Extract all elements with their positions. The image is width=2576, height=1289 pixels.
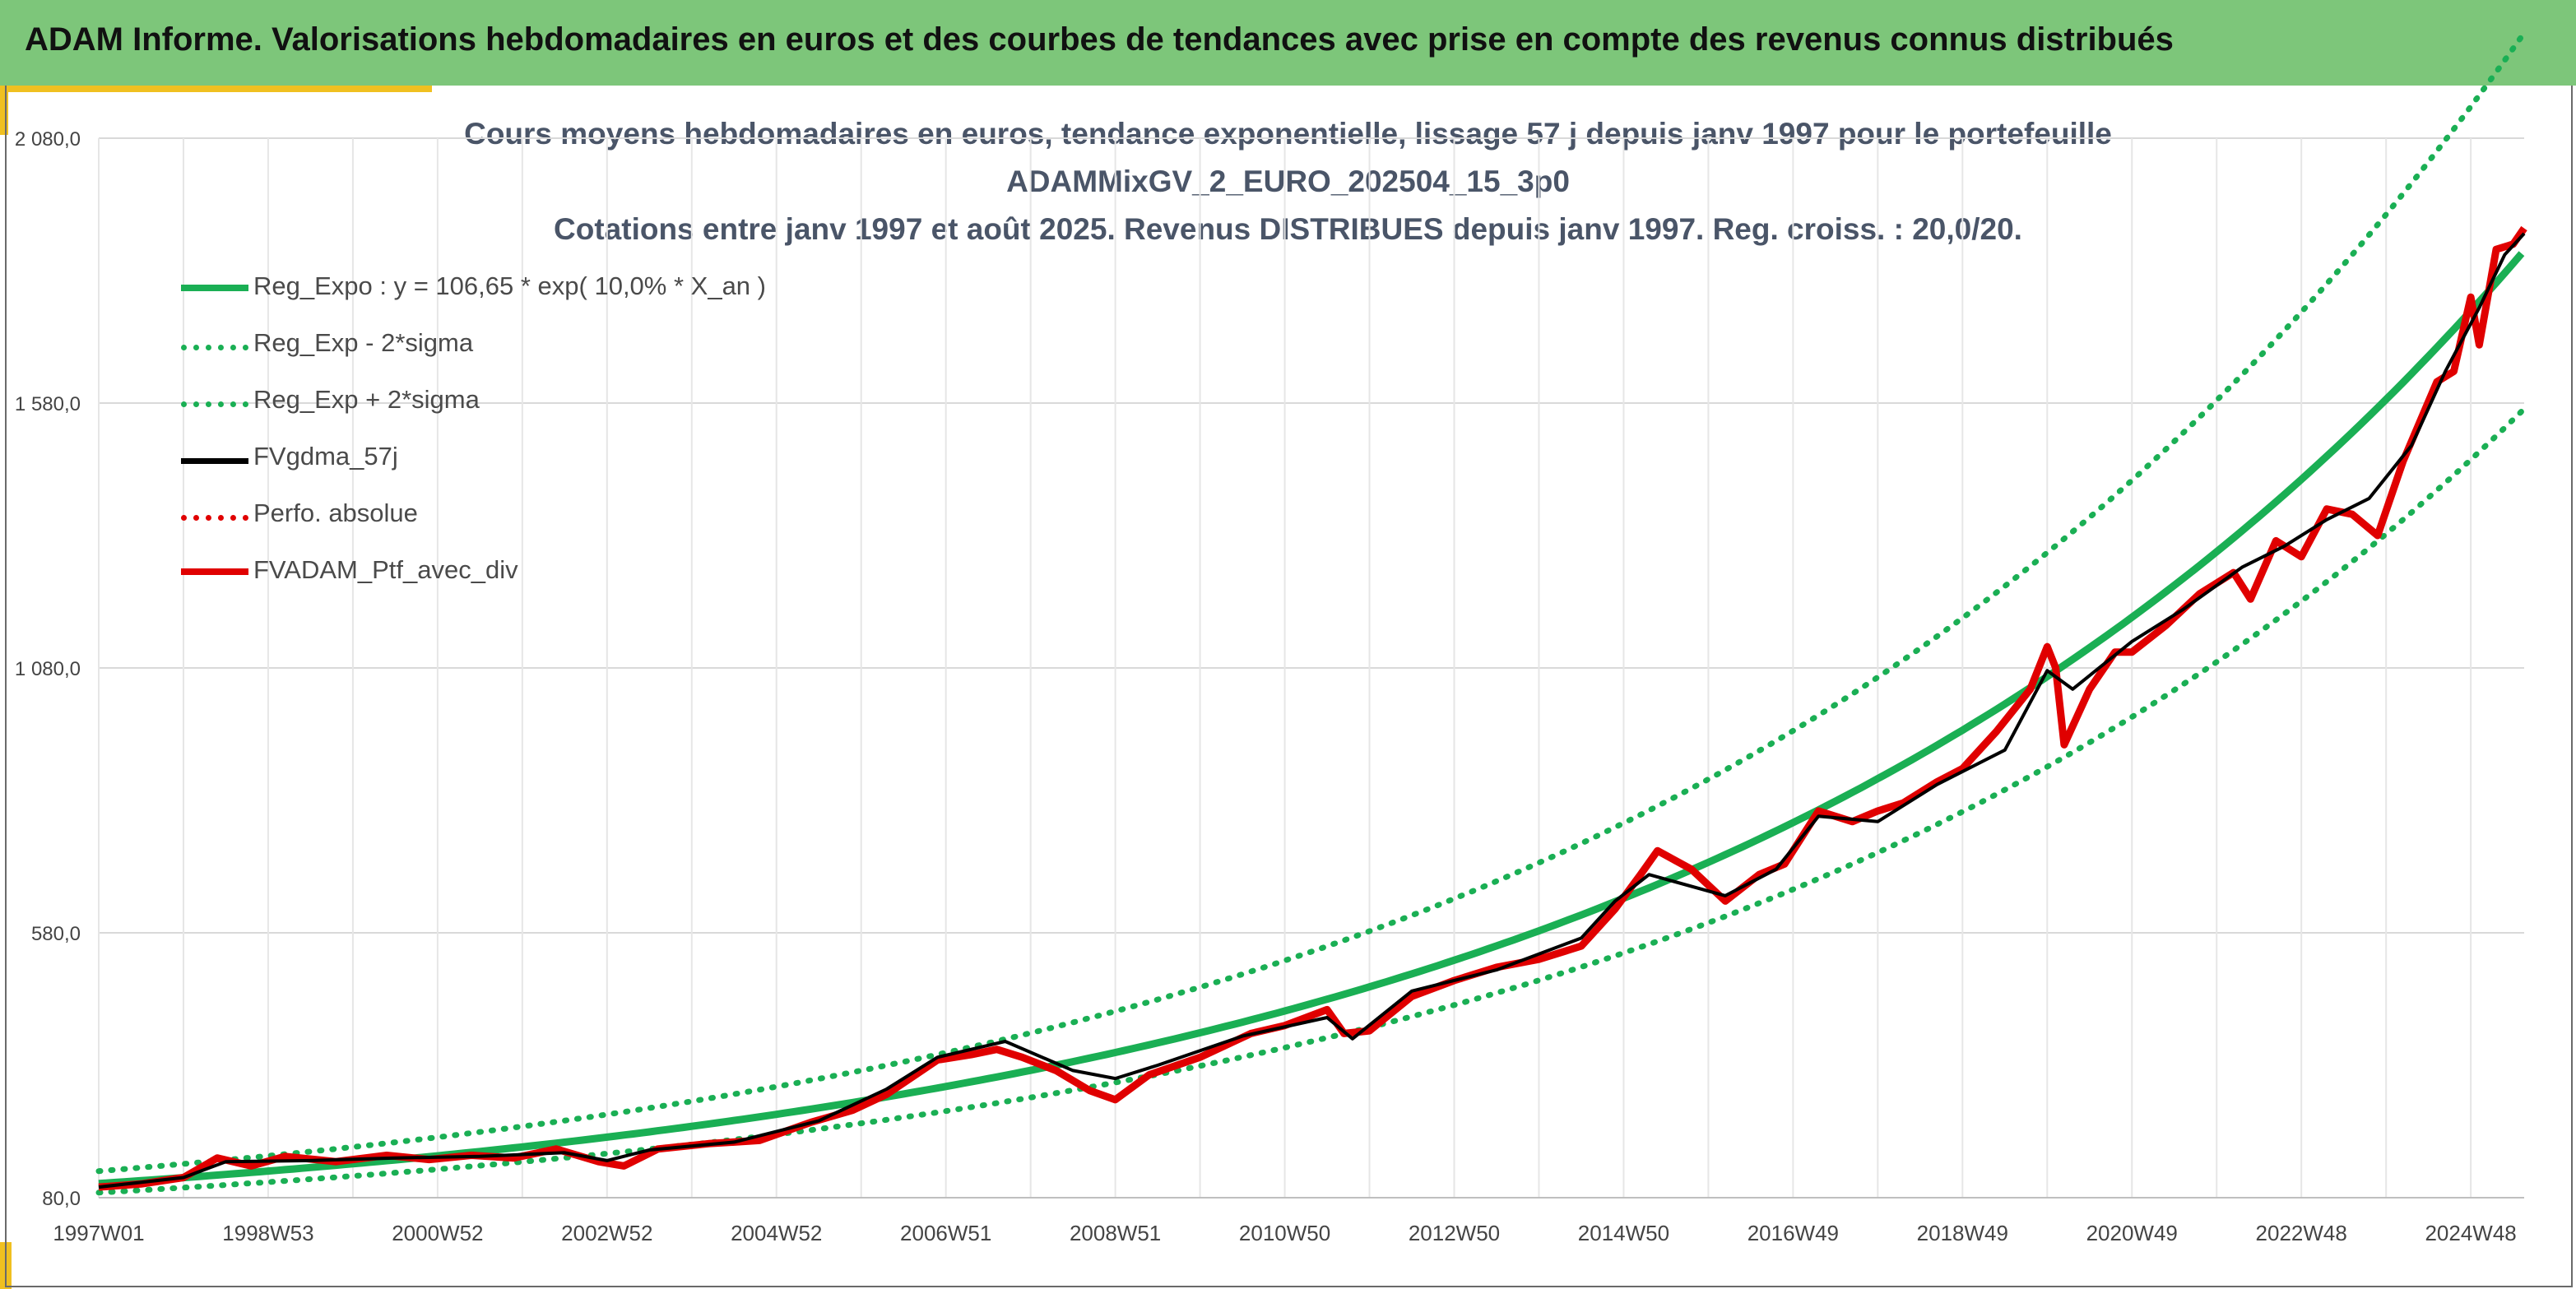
x-tick-label: 2022W48 [2256, 1221, 2347, 1245]
legend-label: FVADAM_Ptf_avec_div [253, 555, 518, 584]
x-tick-label: 2008W51 [1070, 1221, 1161, 1245]
chart-title-line-1: Cours moyens hebdomadaires en euros, ten… [464, 117, 2112, 151]
x-tick-label: 1998W53 [222, 1221, 313, 1245]
x-tick-label: 2010W50 [1239, 1221, 1330, 1245]
x-tick-label: 2014W50 [1578, 1221, 1669, 1245]
legend-swatch [181, 515, 248, 521]
legend-label: FVgdma_57j [253, 442, 398, 471]
series-line-reg-exp-2-sigma [95, 408, 2525, 1196]
legend-label: Reg_Expo : y = 106,65 * exp( 10,0% * X_a… [253, 271, 766, 300]
legend-label: Reg_Exp - 2*sigma [253, 328, 474, 357]
legend-label: Reg_Exp + 2*sigma [253, 385, 480, 414]
legend-swatch [181, 285, 248, 291]
x-tick-label: 2002W52 [561, 1221, 652, 1245]
y-tick-label: 2 080,0 [15, 128, 81, 151]
x-tick-label: 2018W49 [1917, 1221, 2008, 1245]
y-tick-label: 1 580,0 [15, 393, 81, 415]
header-title: ADAM Informe. Valorisations hebdomadaire… [25, 21, 2174, 58]
legend-swatch [181, 345, 248, 350]
chart-title-line-2: ADAMMixGV_2_EURO_202504_15_3p0 [1006, 165, 1570, 198]
x-tick-label: 2016W49 [1748, 1221, 1839, 1245]
x-tick-label: 2024W48 [2425, 1221, 2516, 1245]
x-tick-label: 2000W52 [392, 1221, 483, 1245]
legend-label: Perfo. absolue [253, 498, 418, 527]
y-tick-label: 580,0 [31, 923, 81, 945]
legend-swatch [181, 458, 248, 464]
y-tick-label: 80,0 [42, 1188, 81, 1210]
x-tick-label: 2012W50 [1409, 1221, 1500, 1245]
series-line-reg-expo-y-106-65-exp-10-0-x-an [98, 251, 2525, 1188]
legend-swatch [181, 568, 248, 575]
series-line-fvgdma-57j [98, 232, 2526, 1189]
header-banner: ADAM Informe. Valorisations hebdomadaire… [0, 0, 2576, 86]
chart-title-line-3: Cotations entre janv 1997 et août 2025. … [554, 212, 2022, 246]
x-tick-label: 2006W51 [900, 1221, 991, 1245]
x-tick-label: 1997W01 [53, 1221, 144, 1245]
y-tick-label: 1 080,0 [15, 658, 81, 680]
chart-frame [5, 86, 2573, 1287]
legend-swatch [181, 401, 248, 407]
accent-bar-top [0, 86, 432, 92]
x-tick-label: 2004W52 [731, 1221, 822, 1245]
series-line-reg-exp-2-sigma [95, 33, 2525, 1175]
accent-bar-left [0, 86, 8, 135]
series-line-fvadam-ptf-avec-div [98, 225, 2527, 1191]
x-tick-label: 2020W49 [2086, 1221, 2178, 1245]
